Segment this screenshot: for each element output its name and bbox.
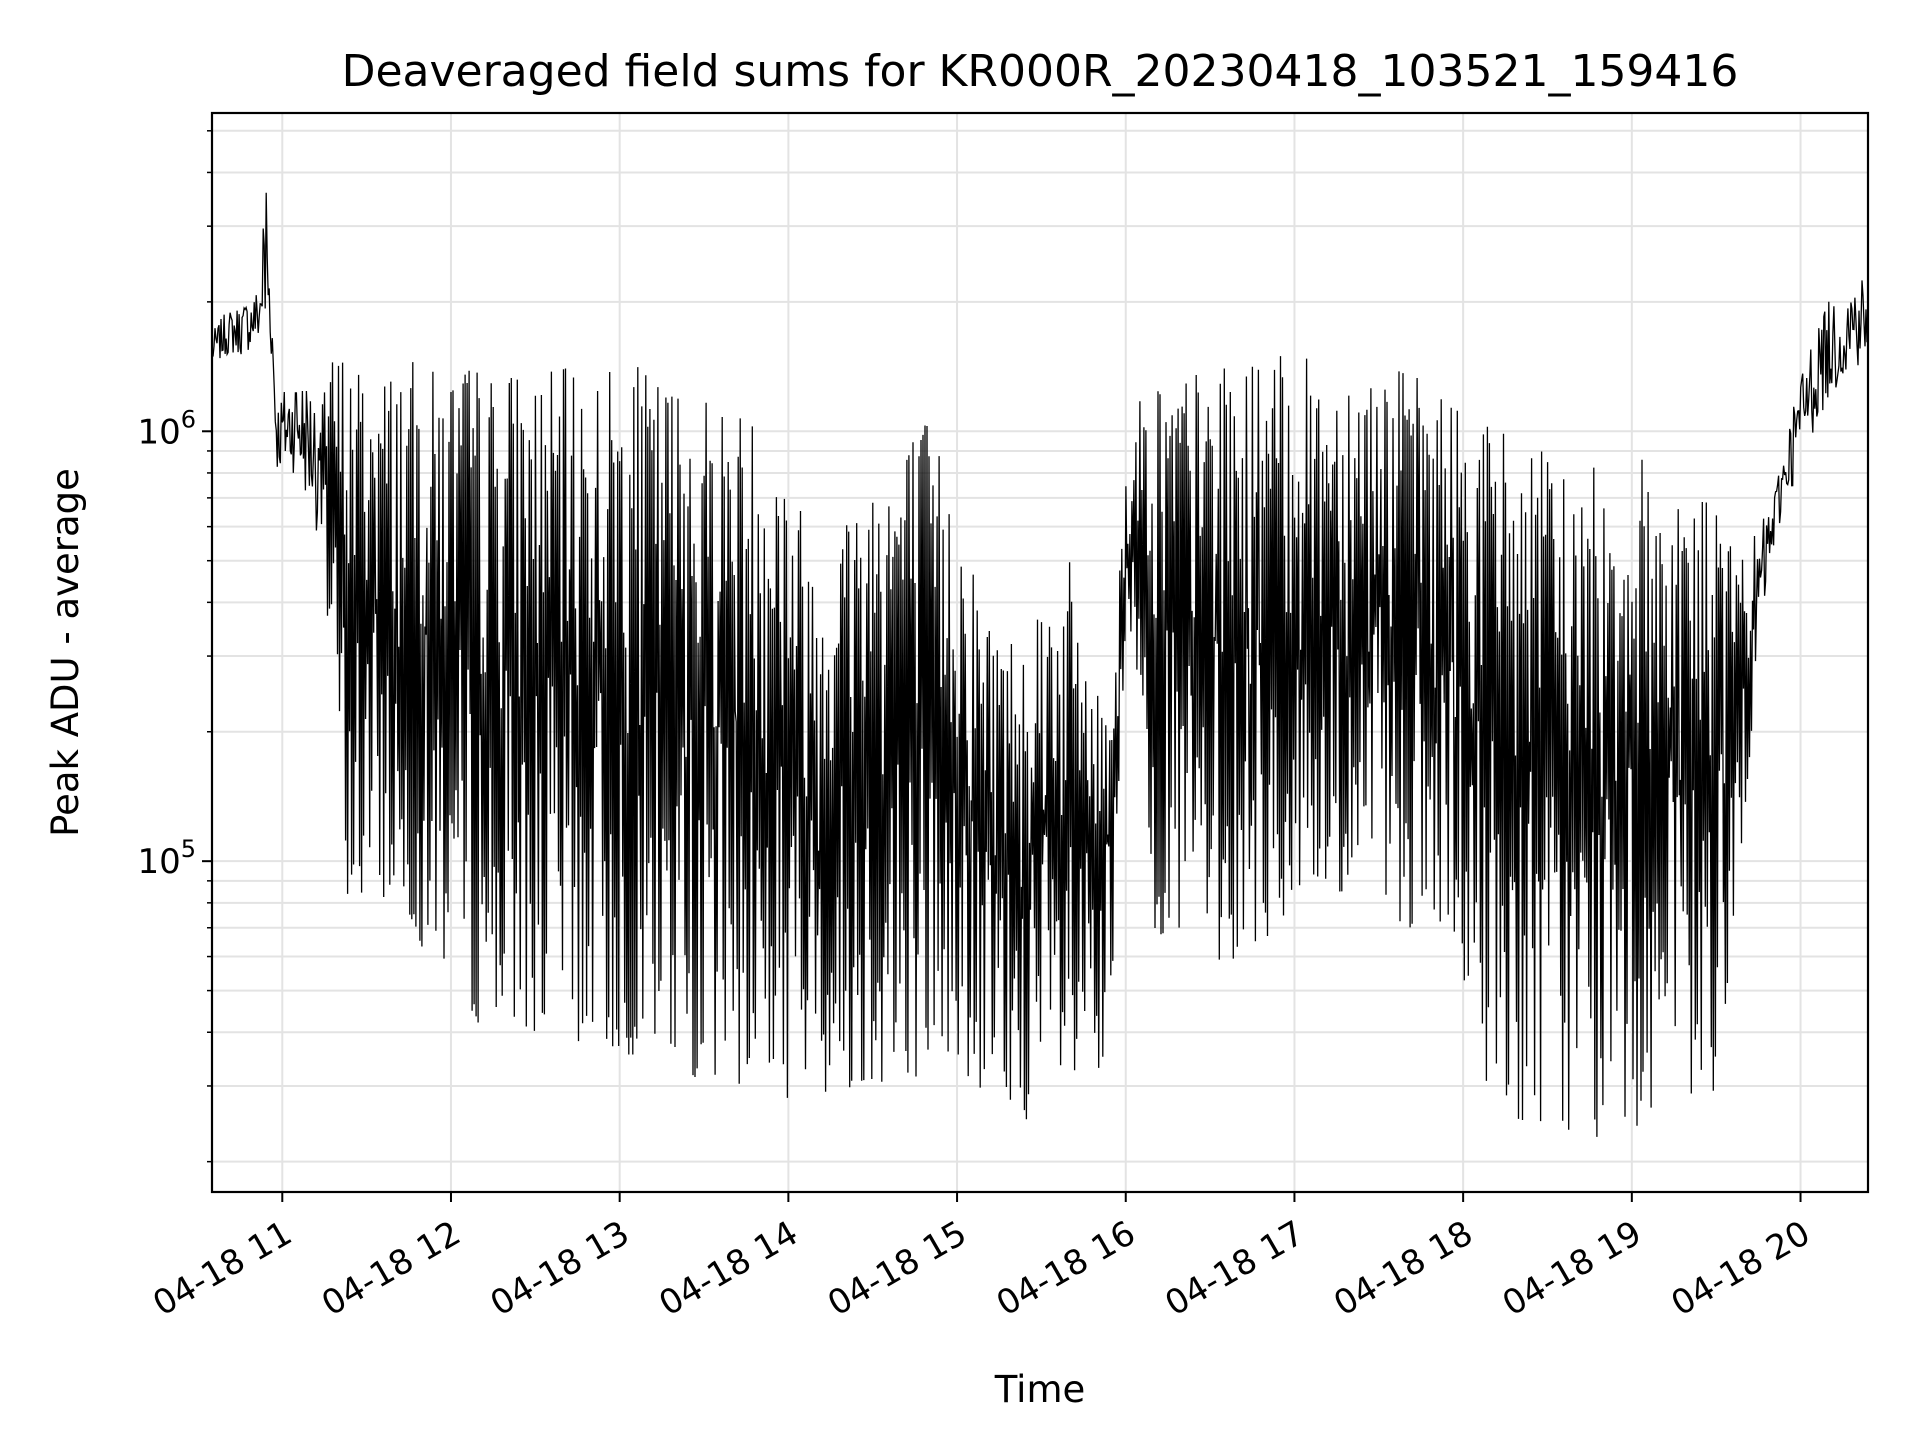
y-tick-label: 105 bbox=[137, 835, 196, 882]
chart-title: Deaveraged field sums for KR000R_2023041… bbox=[342, 46, 1739, 97]
x-axis-label: Time bbox=[994, 1368, 1086, 1411]
x-tick-label: 04-18 17 bbox=[1159, 1213, 1311, 1324]
data-series-line bbox=[211, 192, 1869, 1137]
x-tick-label: 04-18 18 bbox=[1327, 1213, 1479, 1324]
plot-area bbox=[211, 192, 1869, 1137]
x-tick-label: 04-18 20 bbox=[1665, 1213, 1817, 1324]
x-tick-label: 04-18 19 bbox=[1496, 1213, 1648, 1324]
x-tick-label: 04-18 13 bbox=[484, 1213, 636, 1324]
x-tick-label: 04-18 15 bbox=[821, 1213, 973, 1324]
x-tick-label: 04-18 14 bbox=[652, 1213, 804, 1324]
y-tick-label: 106 bbox=[137, 405, 196, 452]
y-axis-label: Peak ADU - average bbox=[44, 468, 87, 837]
x-tick-label: 04-18 11 bbox=[146, 1213, 298, 1324]
x-tick-label: 04-18 16 bbox=[990, 1213, 1142, 1324]
plot-frame bbox=[210, 111, 1870, 1194]
x-tick-label: 04-18 12 bbox=[315, 1213, 467, 1324]
